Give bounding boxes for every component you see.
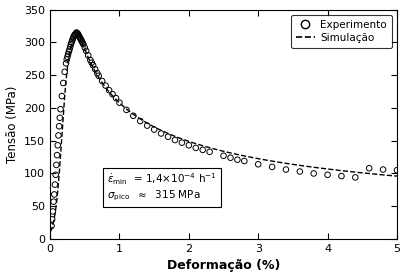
- Point: [81, 45, 88, 50]
- Point: [49, 209, 56, 214]
- Point: [151, 127, 157, 132]
- Point: [296, 169, 302, 174]
- Point: [113, 96, 119, 100]
- Point: [63, 61, 69, 66]
- Point: [337, 174, 344, 178]
- Point: [63, 57, 70, 62]
- Point: [66, 47, 72, 52]
- Point: [241, 159, 247, 163]
- Point: [80, 42, 86, 46]
- Point: [95, 74, 102, 78]
- Point: [65, 52, 71, 56]
- Point: [324, 173, 330, 177]
- Point: [158, 131, 164, 136]
- Point: [88, 60, 95, 65]
- Point: [50, 199, 57, 204]
- Point: [227, 155, 233, 160]
- Point: [76, 34, 82, 39]
- Point: [99, 79, 105, 83]
- Point: [49, 217, 55, 222]
- Point: [123, 108, 129, 112]
- Point: [206, 150, 212, 154]
- Point: [310, 171, 316, 176]
- Point: [83, 49, 89, 53]
- Point: [57, 107, 64, 111]
- Point: [48, 224, 55, 228]
- Point: [58, 94, 65, 98]
- Point: [69, 38, 75, 43]
- Point: [144, 123, 150, 128]
- Point: [199, 148, 205, 152]
- Point: [116, 100, 122, 105]
- Point: [351, 175, 358, 180]
- Point: [192, 146, 198, 150]
- Point: [70, 36, 76, 41]
- Point: [66, 49, 72, 54]
- Point: [70, 34, 77, 39]
- Point: [79, 39, 85, 44]
- Point: [75, 32, 81, 36]
- Point: [393, 168, 399, 172]
- Point: [254, 162, 261, 167]
- Point: [171, 138, 178, 142]
- Point: [51, 192, 58, 197]
- Point: [75, 33, 81, 37]
- Point: [90, 63, 96, 68]
- Point: [56, 124, 62, 128]
- Point: [72, 32, 78, 37]
- Point: [79, 41, 86, 45]
- Point: [68, 42, 74, 46]
- Point: [109, 92, 115, 96]
- Point: [72, 32, 79, 36]
- Point: [73, 30, 79, 35]
- Point: [178, 140, 185, 145]
- Point: [137, 119, 143, 123]
- Point: [102, 83, 109, 88]
- Point: [379, 167, 386, 172]
- Point: [56, 116, 63, 120]
- Point: [164, 135, 171, 139]
- Point: [53, 163, 60, 167]
- Point: [64, 54, 70, 59]
- Point: [220, 153, 226, 158]
- Point: [185, 143, 192, 148]
- Point: [60, 81, 66, 85]
- Text: $\dot{\varepsilon}_{\mathrm{min}}$  = 1,4×10$^{-4}$ h$^{-1}$
$\sigma_{\mathrm{pi: $\dot{\varepsilon}_{\mathrm{min}}$ = 1,4…: [107, 171, 216, 203]
- Legend: Experimento, Simulação: Experimento, Simulação: [290, 15, 391, 48]
- Point: [51, 182, 58, 187]
- Point: [77, 36, 83, 40]
- Point: [68, 40, 75, 44]
- Point: [71, 33, 77, 37]
- X-axis label: Deformação (%): Deformação (%): [166, 259, 279, 272]
- Point: [106, 88, 112, 92]
- Point: [74, 31, 80, 35]
- Point: [78, 38, 84, 43]
- Point: [92, 67, 98, 71]
- Point: [130, 113, 136, 118]
- Point: [54, 143, 61, 148]
- Point: [85, 53, 91, 58]
- Point: [77, 37, 84, 41]
- Point: [61, 70, 68, 74]
- Point: [234, 157, 240, 162]
- Point: [67, 45, 73, 49]
- Point: [268, 165, 275, 169]
- Point: [365, 166, 371, 170]
- Point: [94, 71, 100, 75]
- Point: [53, 153, 60, 157]
- Y-axis label: Tensão (MPa): Tensão (MPa): [6, 86, 19, 163]
- Point: [87, 58, 93, 62]
- Point: [282, 167, 288, 172]
- Point: [55, 133, 62, 138]
- Point: [52, 173, 59, 177]
